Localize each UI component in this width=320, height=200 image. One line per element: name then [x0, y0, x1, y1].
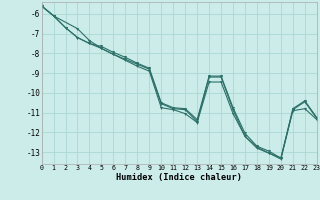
X-axis label: Humidex (Indice chaleur): Humidex (Indice chaleur) [116, 173, 242, 182]
